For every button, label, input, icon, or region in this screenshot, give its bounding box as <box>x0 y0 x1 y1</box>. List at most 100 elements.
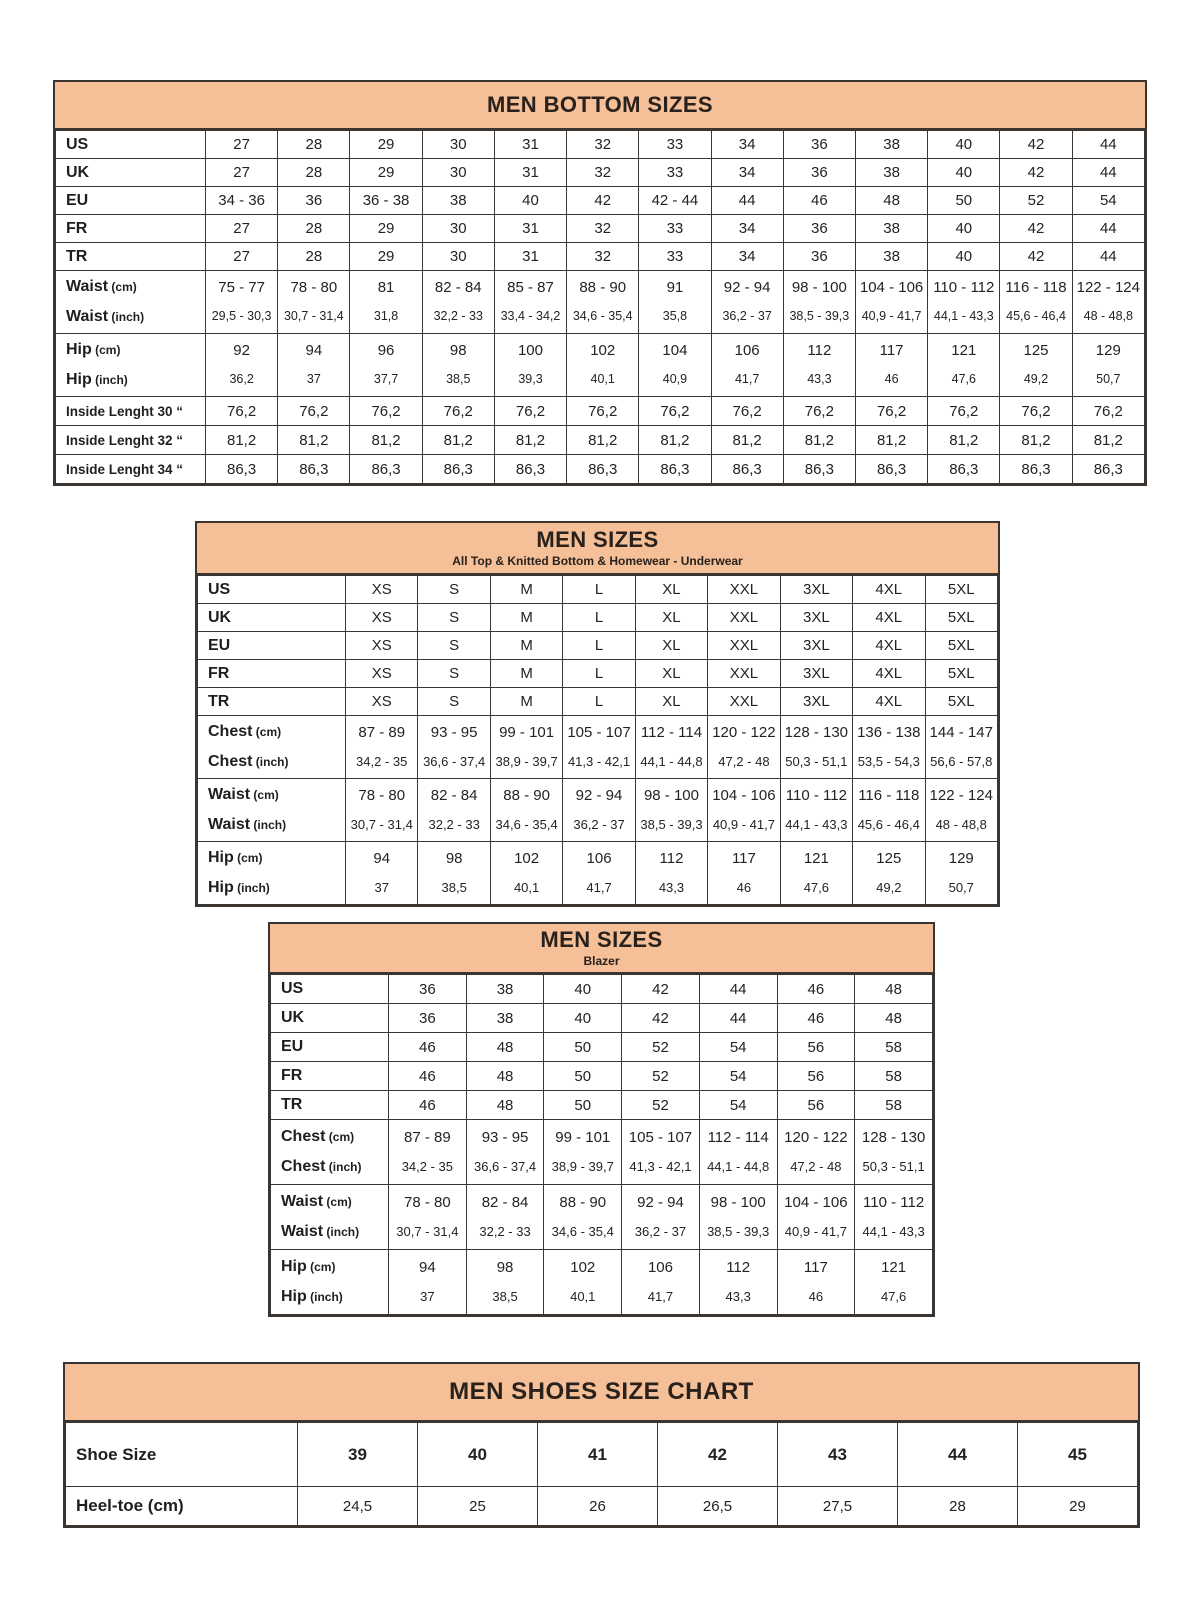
value-cell: S <box>417 603 491 632</box>
value-cell: 98 - 100 38,5 - 39,3 <box>698 1184 778 1250</box>
value-cell: 56 <box>776 1032 856 1062</box>
value-cell: L <box>562 687 636 716</box>
table-subtitle: All Top & Knitted Bottom & Homewear - Un… <box>452 553 743 568</box>
value-cell: 86,3 <box>710 454 784 484</box>
value-cell: 106 41,7 <box>710 333 784 397</box>
value-cell: 58 <box>854 1061 933 1091</box>
value-cell: 76,2 <box>782 396 856 426</box>
value-cell: M <box>489 659 564 688</box>
men-sizes-top-header: MEN SIZES All Top & Knitted Bottom & Hom… <box>197 523 998 575</box>
table-title: MEN SIZES <box>540 927 663 953</box>
value-cell: 117 46 <box>776 1249 856 1315</box>
value-cell: 78 - 80 30,7 - 31,4 <box>388 1184 467 1250</box>
table-row: EU 46 48 50 52 54 56 58 <box>270 1032 933 1062</box>
value-cell: 92 - 94 36,2 - 37 <box>621 1184 700 1250</box>
value-cell: 76,2 <box>854 396 929 426</box>
value-cell: 44 <box>698 1003 778 1033</box>
value-cell: 87 - 89 34,2 - 35 <box>344 715 419 779</box>
row-label: US <box>197 575 346 604</box>
value-cell: 34 <box>710 214 784 243</box>
value-cell: 76,2 <box>710 396 784 426</box>
value-cell: 76,2 <box>1071 396 1146 426</box>
value-cell: 104 - 106 40,9 - 41,7 <box>776 1184 856 1250</box>
value-cell: 81,2 <box>349 425 423 455</box>
value-cell: 48 <box>854 186 929 215</box>
value-cell: 76,2 <box>493 396 568 426</box>
value-cell: 94 37 <box>277 333 351 397</box>
value-cell: 26 <box>537 1486 658 1526</box>
value-cell: 33 <box>638 242 712 271</box>
row-label: Hip (cm) Hip (inch) <box>197 841 346 905</box>
value-cell: 48 <box>465 1090 545 1120</box>
value-cell: 98 38,5 <box>465 1249 545 1315</box>
value-cell: XL <box>634 631 709 660</box>
value-cell: 121 47,6 <box>927 333 1001 397</box>
table-row: Chest (cm) Chest (inch) 87 - 89 34,2 - 35 93… <box>197 715 998 779</box>
value-cell: 58 <box>854 1090 933 1120</box>
value-cell: 54 <box>698 1032 778 1062</box>
row-label: Heel-toe (cm) <box>65 1486 298 1526</box>
row-label: TR <box>55 242 206 271</box>
value-cell: 76,2 <box>927 396 1001 426</box>
value-cell: 87 - 89 34,2 - 35 <box>388 1119 467 1185</box>
value-cell: 5XL <box>924 659 998 688</box>
table-row: Hip (cm) Hip (inch) 94 37 98 38,5 102 40,1 106 41… <box>197 841 998 905</box>
value-cell: M <box>489 603 564 632</box>
value-cell: 76,2 <box>566 396 640 426</box>
value-cell: 88 - 90 34,6 - 35,4 <box>489 778 564 842</box>
value-cell: S <box>417 631 491 660</box>
value-cell: XS <box>344 631 419 660</box>
value-cell: 86,3 <box>854 454 929 484</box>
value-cell: 5XL <box>924 575 998 604</box>
value-cell: 29 <box>349 130 423 159</box>
value-cell: XL <box>634 659 709 688</box>
row-label: TR <box>270 1090 389 1120</box>
value-cell: 31 <box>493 242 568 271</box>
value-cell: 125 49,2 <box>852 841 926 905</box>
value-cell: M <box>489 631 564 660</box>
value-cell: 76,2 <box>421 396 495 426</box>
row-label: Hip (cm) Hip (inch) <box>55 333 206 397</box>
value-cell: 52 <box>621 1061 700 1091</box>
table-row: Inside Lenght 32 “81,2 81,2 81,2 81,2 81,2 81… <box>55 425 1146 455</box>
value-cell: 30 <box>421 214 495 243</box>
value-cell: 102 40,1 <box>489 841 564 905</box>
row-label: Inside Lenght 30 “ <box>55 396 206 426</box>
table-row: Hip (cm) Hip (inch) 94 37 98 38,5 102 40,1 106 41… <box>270 1249 933 1315</box>
value-cell: 105 - 107 41,3 - 42,1 <box>562 715 636 779</box>
table-row: Hip (cm) Hip (inch) 92 36,2 94 37 96 37,7 98 38,5… <box>55 333 1146 397</box>
value-cell: 102 40,1 <box>566 333 640 397</box>
value-cell: 42 <box>657 1422 778 1487</box>
value-cell: 44 <box>698 974 778 1004</box>
value-cell: L <box>562 631 636 660</box>
row-label: TR <box>197 687 346 716</box>
value-cell: 93 - 95 36,6 - 37,4 <box>465 1119 545 1185</box>
value-cell: 40 <box>417 1422 538 1487</box>
row-label: Inside Lenght 34 “ <box>55 454 206 484</box>
value-cell: 45 <box>1017 1422 1138 1487</box>
value-cell: 81,2 <box>493 425 568 455</box>
value-cell: 96 37,7 <box>349 333 423 397</box>
table-subtitle: Blazer <box>583 953 620 968</box>
value-cell: L <box>562 575 636 604</box>
value-cell: 116 - 118 45,6 - 46,4 <box>999 270 1073 334</box>
value-cell: 40 <box>543 1003 623 1033</box>
value-cell: 58 <box>854 1032 933 1062</box>
table-row: FR XS S M L XL XXL 3XL 4XL 5XL <box>197 659 998 688</box>
value-cell: 4XL <box>852 687 926 716</box>
value-cell: 81,2 <box>854 425 929 455</box>
value-cell: 32 <box>566 158 640 187</box>
row-label: EU <box>197 631 346 660</box>
value-cell: 38 <box>854 158 929 187</box>
value-cell: 38 <box>854 214 929 243</box>
value-cell: S <box>417 687 491 716</box>
value-cell: 44 <box>897 1422 1018 1487</box>
value-cell: 44 <box>1071 214 1146 243</box>
value-cell: 86,3 <box>782 454 856 484</box>
row-label: UK <box>55 158 206 187</box>
value-cell: 30 <box>421 242 495 271</box>
row-label: FR <box>197 659 346 688</box>
men-sizes-blazer-header: MEN SIZES Blazer <box>270 924 933 974</box>
value-cell: XS <box>344 687 419 716</box>
row-label: US <box>270 974 389 1004</box>
